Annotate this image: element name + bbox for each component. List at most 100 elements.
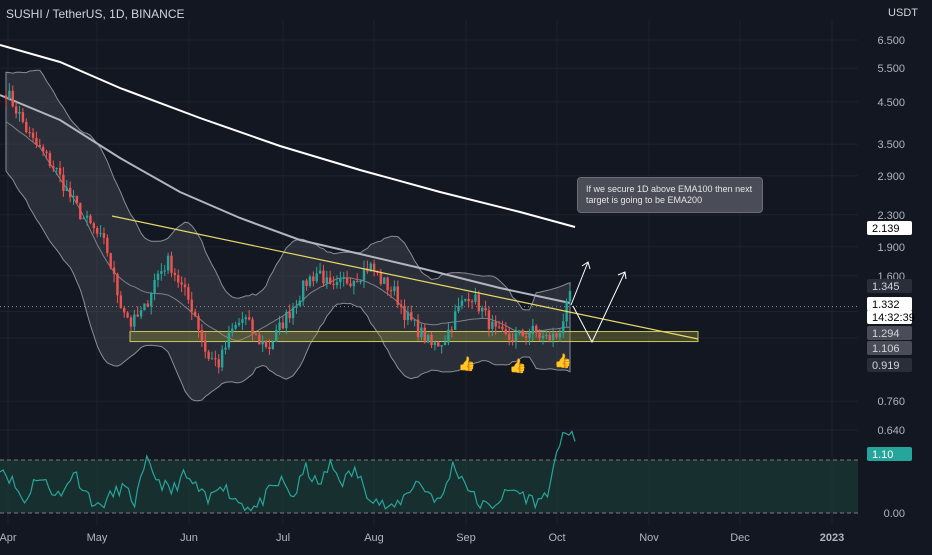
candle-body bbox=[349, 283, 352, 287]
candle-body bbox=[528, 333, 531, 338]
ema200-line bbox=[0, 44, 576, 228]
candle-body bbox=[281, 322, 285, 329]
candle-body bbox=[450, 329, 453, 331]
price-label: 14:32:39 bbox=[872, 312, 915, 324]
candle-body bbox=[541, 335, 545, 338]
price-label-box bbox=[867, 341, 912, 355]
candle-body bbox=[52, 166, 55, 169]
candle-body bbox=[25, 121, 28, 133]
candle-body bbox=[352, 281, 356, 287]
candle-body bbox=[443, 342, 447, 346]
candle-body bbox=[508, 334, 511, 340]
candle-body bbox=[308, 276, 312, 286]
candle-body bbox=[95, 228, 99, 234]
candle-body bbox=[406, 312, 410, 320]
candle-body bbox=[217, 359, 220, 368]
price-label: 1.106 bbox=[872, 343, 900, 355]
candle-body bbox=[41, 146, 45, 152]
candle-body bbox=[116, 273, 119, 296]
candle-body bbox=[551, 333, 555, 341]
candle-body bbox=[14, 106, 18, 114]
candle-body bbox=[72, 195, 75, 198]
candle-body bbox=[8, 90, 11, 99]
candle-body bbox=[386, 277, 389, 291]
ema100-line bbox=[0, 94, 571, 304]
candle-body bbox=[58, 167, 62, 175]
candle-body bbox=[99, 233, 102, 235]
candle-body bbox=[177, 275, 180, 283]
time-tick-label: Jul bbox=[276, 532, 290, 544]
time-tick-label: Sep bbox=[456, 532, 476, 544]
candle-body bbox=[102, 233, 106, 238]
candle-body bbox=[396, 286, 399, 305]
candle-body bbox=[173, 272, 177, 276]
candle-body bbox=[322, 270, 325, 284]
candle-body bbox=[200, 329, 204, 341]
candle-body bbox=[535, 325, 538, 333]
bollinger-band bbox=[5, 69, 571, 402]
candle-body bbox=[254, 333, 258, 335]
candle-body bbox=[268, 347, 271, 349]
candle-body bbox=[487, 310, 491, 329]
candle-body bbox=[474, 294, 477, 302]
indicator-tick-label: 0.00 bbox=[884, 508, 905, 520]
candle-body bbox=[146, 303, 150, 307]
candle-body bbox=[339, 278, 342, 283]
candle-body bbox=[393, 286, 396, 292]
candle-body bbox=[416, 319, 420, 338]
candle-body bbox=[379, 272, 383, 284]
candle-body bbox=[433, 342, 437, 345]
candle-body bbox=[231, 328, 234, 333]
time-tick-label: 2023 bbox=[820, 532, 844, 544]
price-tick-label: 2.900 bbox=[877, 171, 905, 183]
candle-body bbox=[18, 112, 21, 114]
candle-body bbox=[220, 349, 224, 368]
candle-body bbox=[166, 255, 170, 271]
candle-body bbox=[437, 342, 440, 347]
candle-body bbox=[504, 329, 508, 335]
candle-body bbox=[389, 290, 393, 292]
candle-body bbox=[163, 270, 166, 272]
candle-body bbox=[204, 340, 207, 352]
candle-body bbox=[447, 329, 450, 343]
candle-body bbox=[420, 327, 423, 338]
price-label: 2.139 bbox=[872, 223, 900, 235]
price-tick-label: 4.500 bbox=[877, 97, 905, 109]
projection-arrowhead bbox=[617, 271, 627, 280]
price-label: 1.345 bbox=[872, 281, 900, 293]
price-tick-label: 1.900 bbox=[877, 242, 905, 254]
candle-body bbox=[410, 312, 413, 321]
candle-body bbox=[399, 304, 403, 306]
annotation-callout[interactable]: If we secure 1D above EMA100 then next t… bbox=[577, 177, 763, 213]
price-label-box bbox=[867, 358, 912, 372]
candle-body bbox=[126, 312, 129, 318]
candle-body bbox=[129, 317, 133, 327]
candle-body bbox=[65, 187, 68, 191]
candle-body bbox=[538, 332, 541, 338]
candle-body bbox=[548, 335, 551, 341]
candle-body bbox=[183, 284, 187, 288]
candle-body bbox=[62, 174, 65, 191]
candle-body bbox=[457, 305, 460, 312]
candle-body bbox=[464, 298, 467, 301]
indicator-value-label: 1.10 bbox=[872, 449, 893, 461]
candle-body bbox=[484, 307, 487, 311]
candle-body bbox=[305, 280, 308, 286]
candle-body bbox=[494, 321, 497, 327]
candle-body bbox=[224, 347, 227, 350]
candle-body bbox=[143, 303, 146, 311]
candle-body bbox=[21, 112, 25, 122]
candle-body bbox=[562, 321, 565, 334]
thumbs-up-icon: 👍 bbox=[509, 358, 526, 375]
candle-body bbox=[359, 280, 362, 283]
candle-body bbox=[312, 276, 315, 282]
candle-body bbox=[109, 253, 112, 268]
candle-body bbox=[180, 282, 183, 285]
price-tick-label: 5.500 bbox=[877, 63, 905, 75]
time-tick-label: Dec bbox=[730, 532, 750, 544]
candle-body bbox=[271, 341, 275, 349]
candle-body bbox=[119, 295, 123, 308]
candle-body bbox=[75, 195, 79, 204]
bollinger-basis bbox=[5, 121, 571, 341]
